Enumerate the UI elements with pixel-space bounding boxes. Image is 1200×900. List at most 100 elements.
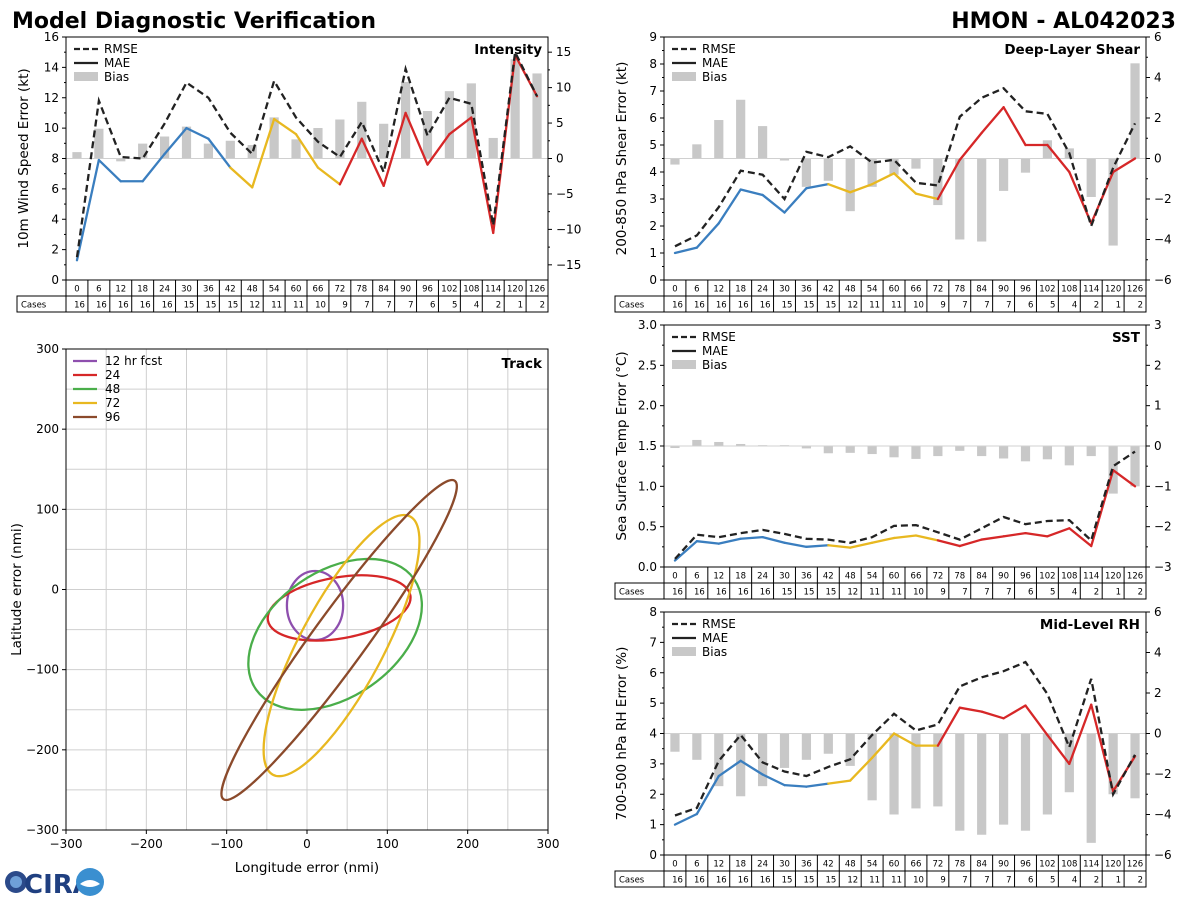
- intensity-case-count: 11: [293, 301, 304, 311]
- sst-hour-label: 120: [1105, 572, 1121, 582]
- intensity-case-count: 16: [96, 301, 107, 311]
- rh-y2-tick-label: −6: [1154, 848, 1172, 862]
- sst-y-tick-label: 2.0: [638, 399, 657, 413]
- sst-mae-segment: [783, 541, 808, 548]
- sst-panel-title: SST: [1112, 330, 1141, 346]
- intensity-mae-segment: [316, 166, 342, 186]
- rh-hour-label: 24: [757, 860, 768, 870]
- sst-hour-label: 114: [1083, 572, 1099, 582]
- shear-case-count: 7: [984, 301, 989, 311]
- shear-case-count: 1: [1116, 301, 1121, 311]
- rh-y-tick-label: 7: [649, 635, 657, 649]
- intensity-bias-bar: [94, 128, 104, 159]
- rh-cases-row: [614, 870, 1147, 888]
- rh-case-count: 16: [738, 876, 749, 886]
- shear-mae-segment: [805, 182, 830, 190]
- rh-case-count: 11: [891, 876, 902, 886]
- rh-hour-label: 18: [735, 860, 746, 870]
- shear-case-count: 6: [1028, 301, 1033, 311]
- rh-cases-label: Cases: [619, 876, 645, 886]
- rh-mae-segment: [958, 706, 983, 713]
- rh-y2-tick-label: −4: [1154, 808, 1172, 822]
- sst-case-count: 16: [672, 588, 683, 598]
- rh-case-count: 11: [869, 876, 880, 886]
- rh-hour-label: 96: [1020, 860, 1031, 870]
- shear-hour-label: 78: [954, 285, 965, 295]
- shear-y-tick-label: 3: [649, 192, 657, 206]
- intensity-case-count: 12: [249, 301, 260, 311]
- sst-case-count: 16: [694, 588, 705, 598]
- shear-y2-tick-label: 2: [1154, 111, 1162, 125]
- intensity-case-count: 16: [118, 301, 129, 311]
- rh-y-tick-label: 6: [649, 666, 657, 680]
- intensity-bias-bar: [159, 136, 170, 159]
- sst-hour-label: 96: [1020, 572, 1031, 582]
- shear-bias-bar: [823, 158, 833, 181]
- rh-y-tick-label: 2: [649, 787, 657, 801]
- sst-bias-bar: [692, 439, 702, 446]
- rh-mae-segment: [936, 706, 961, 747]
- sst-hour-label: 60: [889, 572, 900, 582]
- shear-hour-label: 6: [694, 285, 699, 295]
- intensity-hour-label: 42: [225, 285, 236, 295]
- intensity-legend-mae-label: MAE: [104, 56, 130, 70]
- rh-y2-tick-label: 4: [1154, 646, 1162, 660]
- intensity-y2-tick-label: 10: [556, 81, 571, 95]
- intensity-y2-tick-label: −5: [556, 187, 574, 201]
- track-x-tick-label: 300: [537, 837, 560, 851]
- intensity-y-axis-label: 10m Wind Speed Error (kt): [16, 68, 32, 248]
- rh-y-tick-label: 3: [649, 757, 657, 771]
- shear-y2-tick-label: −6: [1154, 273, 1172, 287]
- sst-hour-label: 66: [911, 572, 922, 582]
- shear-bias-bar: [911, 158, 921, 169]
- rh-bias-bar: [1130, 733, 1140, 799]
- shear-bias-bar: [889, 158, 899, 175]
- sst-bias-bar: [889, 446, 899, 458]
- sst-y-tick-label: 0.5: [638, 520, 657, 534]
- intensity-bias-bar: [313, 128, 323, 159]
- sst-case-count: 10: [913, 588, 924, 598]
- sst-hour-label: 54: [867, 572, 878, 582]
- rh-case-count: 16: [760, 876, 771, 886]
- shear-y2-tick-label: 6: [1154, 30, 1162, 44]
- rh-case-count: 9: [940, 876, 945, 886]
- shear-bias-bar: [714, 120, 724, 159]
- rh-case-count: 10: [913, 876, 924, 886]
- track-y-tick-label: −300: [26, 823, 59, 837]
- rh-mae-segment: [892, 732, 918, 747]
- track-ellipse-96: [220, 478, 458, 802]
- sst-bias-bar: [1042, 446, 1053, 460]
- rh-mae-segment: [739, 759, 764, 776]
- rh-y2-tick-label: 6: [1154, 605, 1162, 619]
- shear-y-tick-label: 1: [649, 246, 657, 260]
- shear-y2-tick-label: 4: [1154, 71, 1162, 85]
- sst-mae-segment: [914, 534, 940, 542]
- intensity-hour-label: 120: [507, 285, 523, 295]
- shear-mae-segment: [717, 188, 742, 225]
- page-title: Model Diagnostic Verification: [12, 9, 376, 34]
- shear-bias-bar: [867, 158, 877, 187]
- rh-mae-segment: [980, 710, 1005, 720]
- track-legend-label: 72: [105, 396, 120, 410]
- intensity-mae-segment: [97, 158, 122, 183]
- rh-hour-label: 120: [1105, 860, 1121, 870]
- shear-legend-mae-label: MAE: [702, 56, 728, 70]
- sst-bias-bar: [1064, 446, 1074, 466]
- storm-id: HMON - AL042023: [951, 9, 1176, 34]
- rh-bias-bar: [779, 733, 790, 768]
- shear-mae-segment: [892, 172, 918, 195]
- intensity-bias-bar: [138, 143, 148, 159]
- shear-case-count: 11: [891, 301, 902, 311]
- rh-case-count: 2: [1094, 876, 1099, 886]
- rh-hour-label: 36: [801, 860, 812, 870]
- shear-panel-title: Deep-Layer Shear: [1004, 42, 1140, 58]
- rh-y-axis-label: 700-500 hPa RH Error (%): [614, 647, 630, 821]
- shear-y2-tick-label: −4: [1154, 233, 1172, 247]
- sst-mae-segment: [761, 536, 786, 544]
- intensity-legend-rmse-label: RMSE: [104, 42, 138, 56]
- shear-bias-bar: [955, 158, 965, 240]
- sst-mae-segment: [1046, 527, 1071, 538]
- shear-hour-label: 90: [998, 285, 1009, 295]
- shear-legend-rmse-label: RMSE: [702, 42, 736, 56]
